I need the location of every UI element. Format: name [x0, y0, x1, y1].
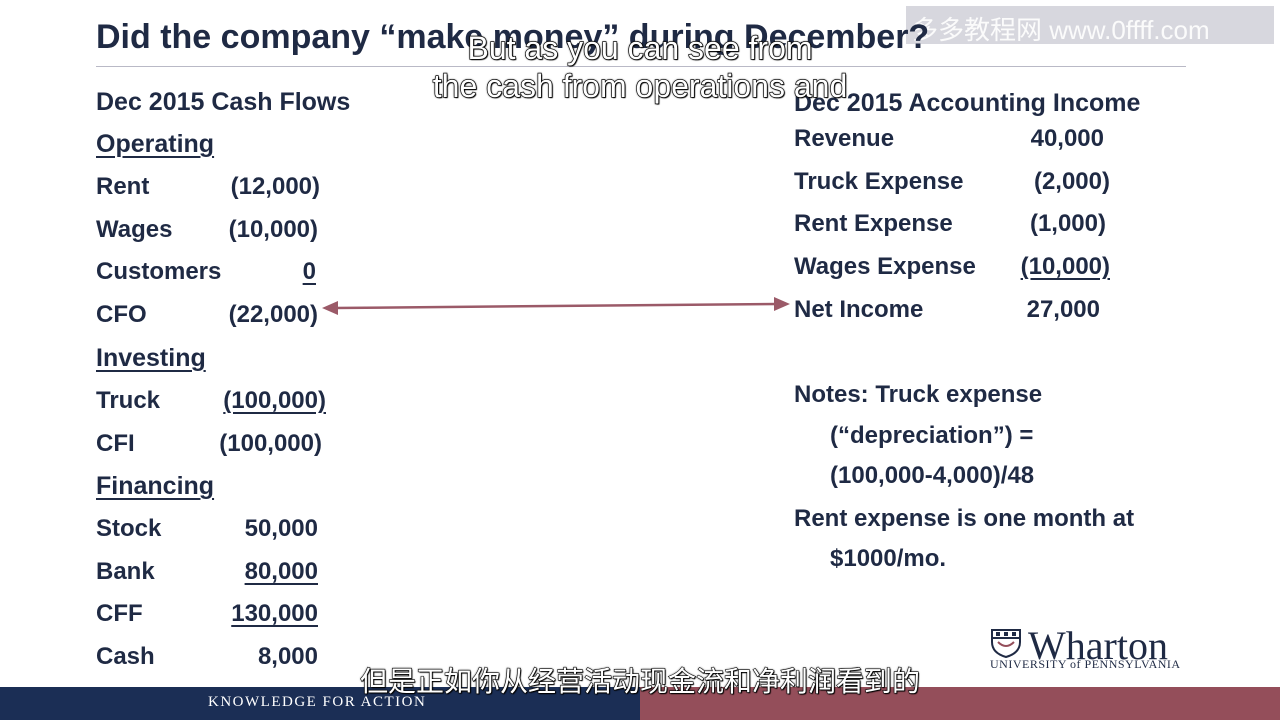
rent-expense-label: Rent Expense [794, 210, 953, 237]
customers-label: Customers [96, 258, 222, 285]
truck-label: Truck [96, 387, 161, 414]
wharton-shield-icon [991, 629, 1021, 658]
wages-label: Wages [96, 216, 173, 243]
rent-expense-value: (1,000) [1029, 210, 1106, 237]
bank-label: Bank [96, 558, 155, 585]
cash-flows-heading: Dec 2015 Cash Flows [96, 88, 351, 116]
revenue-label: Revenue [794, 125, 895, 152]
subtitle-english-line-1: But as you can see from [467, 29, 813, 66]
slide-title: Did the company “make money” during Dece… [96, 18, 930, 56]
wharton-logo-subtitle: UNIVERSITY of PENNSYLVANIA [990, 657, 1181, 671]
cff-value: 130,000 [231, 600, 318, 627]
subtitle-english-line-2: the cash from operations and [432, 67, 848, 104]
financing-heading: Financing [96, 472, 215, 500]
truck-value: (100,000) [223, 387, 326, 414]
rent-value: (12,000) [230, 173, 320, 200]
income-heading: Dec 2015 Accounting Income [794, 89, 1141, 117]
rent-label: Rent [96, 173, 150, 200]
cfi-value: (100,000) [219, 430, 322, 457]
truck-expense-value: (2,000) [1033, 168, 1110, 195]
stock-value: 50,000 [244, 515, 318, 542]
operating-heading: Operating [96, 130, 215, 158]
cfo-label: CFO [96, 301, 147, 328]
watermark-box [906, 6, 1274, 44]
notes-line-4: Rent expense is one month at [794, 505, 1135, 532]
cash-label: Cash [96, 643, 155, 670]
cff-label: CFF [96, 600, 143, 627]
cash-value: 8,000 [257, 643, 318, 670]
stock-label: Stock [96, 515, 162, 542]
revenue-value: 40,000 [1030, 125, 1104, 152]
truck-expense-label: Truck Expense [794, 168, 964, 195]
net-income-value: 27,000 [1026, 296, 1100, 323]
customers-value-text: 0 [302, 258, 316, 285]
notes-line-5: $1000/mo. [830, 545, 947, 572]
footer-bar-left [0, 687, 640, 720]
watermark-text: 多多教程网 www.0ffff.com [912, 15, 1210, 45]
notes-line-1: Notes: Truck expense [794, 381, 1043, 408]
bank-value: 80,000 [244, 558, 318, 585]
footer-tagline: KNOWLEDGE FOR ACTION [208, 694, 427, 710]
subtitle-chinese: 但是正如你从经营活动现金流和净利润看到的 [359, 665, 920, 697]
wages-expense-label: Wages Expense [794, 253, 976, 280]
wages-expense-value: (10,000) [1020, 253, 1110, 280]
cfi-label: CFI [96, 430, 135, 457]
notes-line-3: (100,000-4,000)/48 [830, 462, 1035, 489]
net-income-label: Net Income [794, 296, 924, 323]
wharton-logo-name: Wharton [1028, 623, 1168, 668]
notes-line-2: (“depreciation”) = [830, 422, 1034, 449]
title-divider [96, 66, 1186, 67]
cfo-net-income-arrow [322, 297, 790, 315]
customers-value: 0 [244, 258, 316, 286]
footer-bar-right [640, 687, 1280, 720]
investing-heading: Investing [96, 344, 206, 372]
cfo-value: (22,000) [228, 301, 318, 328]
wages-value: (10,000) [228, 216, 318, 243]
